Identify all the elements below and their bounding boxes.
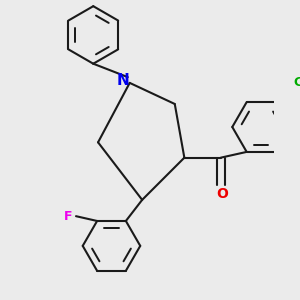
Text: Cl: Cl bbox=[294, 76, 300, 89]
Text: F: F bbox=[64, 210, 73, 223]
Text: O: O bbox=[216, 187, 228, 201]
Text: N: N bbox=[117, 73, 129, 88]
